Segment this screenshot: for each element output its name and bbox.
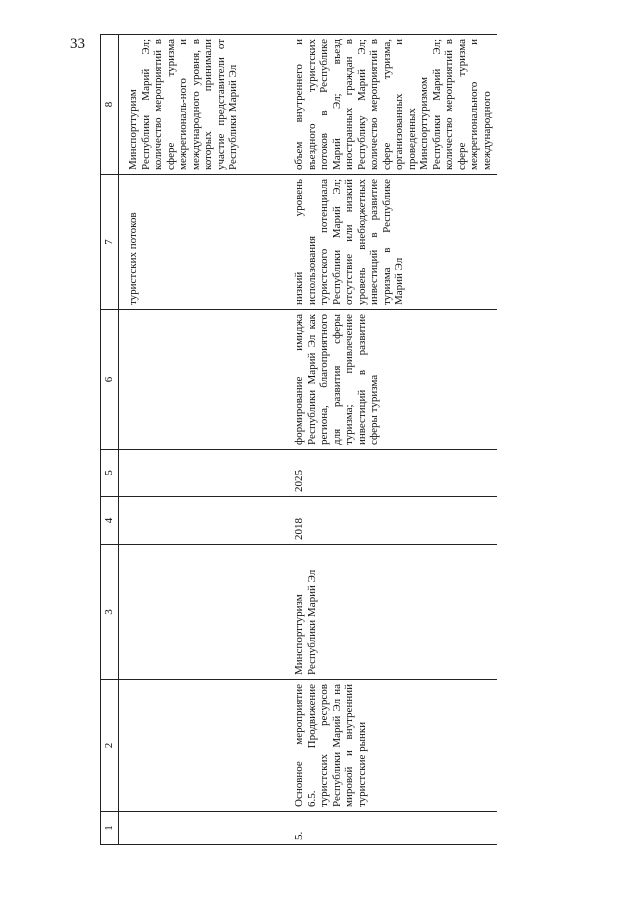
table-cell: туристских потоков	[118, 174, 291, 310]
table-cell: Минспорттуризм Республики Марий Эл; коли…	[118, 34, 291, 175]
table-cell	[118, 811, 291, 845]
column-number: 8	[100, 34, 119, 175]
table-cell	[118, 679, 291, 812]
table-cell: Минспорттуризм Республики Марий Эл	[291, 544, 497, 680]
table-cell	[118, 496, 291, 545]
table-cell: формирование имиджа Республики Марий Эл …	[291, 309, 497, 450]
column-number: 3	[100, 544, 119, 680]
column-number: 2	[100, 679, 119, 812]
column-number: 5	[100, 449, 119, 497]
column-number: 4	[100, 496, 119, 545]
table-row: туристских потоков Минспорттуризм Республ…	[118, 34, 291, 845]
table-cell: Основное мероприятие 6.5. Продвижение ту…	[291, 679, 497, 812]
table-cell	[118, 544, 291, 680]
table-cell: объем внутреннего и въездного туристских…	[291, 34, 497, 175]
page-number: 33	[70, 36, 85, 52]
table-row: 5. Основное мероприятие 6.5. Продвижение …	[291, 34, 497, 845]
column-number: 7	[100, 174, 119, 310]
table-cell: 2018	[291, 496, 497, 545]
table-cell: 5.	[291, 811, 497, 845]
table-body: туристских потоков Минспорттуризм Республ…	[118, 34, 497, 845]
table-cell: низкий уровень использования туристского…	[291, 174, 497, 310]
column-number: 1	[100, 811, 119, 845]
table-cell: 2025	[291, 449, 497, 497]
table-cell	[118, 309, 291, 450]
column-number: 6	[100, 309, 119, 450]
table-cell	[118, 449, 291, 497]
